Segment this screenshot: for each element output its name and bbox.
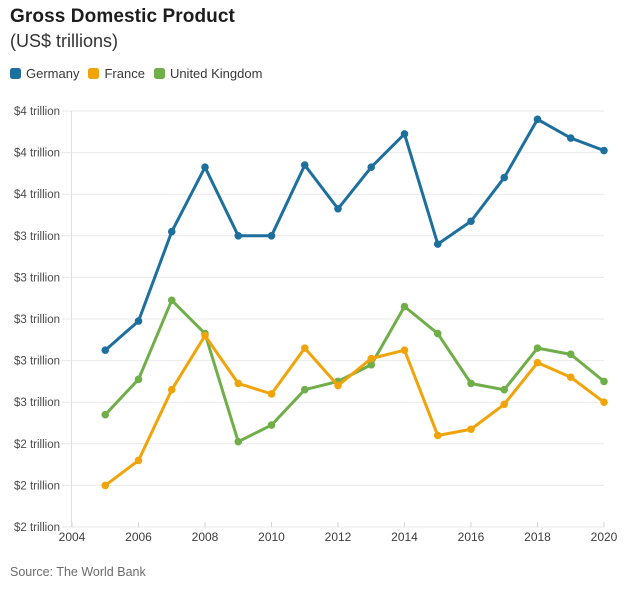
- data-point: [400, 130, 409, 138]
- data-point: [167, 296, 176, 305]
- data-point: [101, 481, 110, 490]
- data-point: [267, 421, 276, 429]
- data-point: [134, 456, 143, 465]
- x-axis-label: 2006: [125, 530, 152, 544]
- x-axis-label: 2010: [258, 530, 285, 544]
- france-swatch-icon: [88, 68, 100, 79]
- x-axis: 2004 2006 2008 2010 2012 2014 2016 2018 2020: [59, 522, 618, 544]
- data-point: [334, 204, 342, 213]
- page-title: Gross Domestic Product: [10, 6, 235, 27]
- y-axis-label: $3 trillion: [14, 231, 60, 243]
- y-axis-label: $3 trillion: [14, 356, 60, 368]
- y-axis-label: $3 trillion: [14, 314, 60, 326]
- data-point: [467, 217, 475, 226]
- data-point: [600, 398, 608, 407]
- data-point: [267, 390, 276, 398]
- data-point: [134, 317, 143, 325]
- legend-label-france: France: [104, 66, 145, 81]
- y-axis-label: $4 trillion: [14, 189, 60, 201]
- data-point: [467, 379, 475, 388]
- legend-label-germany: Germany: [26, 66, 80, 81]
- data-point: [433, 431, 442, 440]
- data-point: [134, 375, 143, 384]
- data-point: [367, 163, 376, 171]
- data-point: [566, 373, 575, 382]
- data-point: [234, 232, 243, 240]
- data-point: [566, 350, 575, 359]
- data-point: [367, 354, 376, 363]
- x-axis-label: 2020: [591, 530, 618, 544]
- data-point: [234, 379, 243, 388]
- data-point: [334, 381, 342, 390]
- data-point: [433, 329, 442, 338]
- source-note: Source: The World Bank: [10, 565, 146, 579]
- y-axis-label: $4 trillion: [14, 106, 60, 118]
- y-axis-label: $3 trillion: [14, 272, 60, 284]
- y-axis-label: $2 trillion: [14, 522, 60, 534]
- x-axis-label: 2008: [192, 530, 219, 544]
- data-point: [201, 163, 209, 171]
- x-axis-label: 2016: [458, 530, 485, 544]
- united-kingdom-swatch-icon: [153, 68, 165, 79]
- data-point: [600, 377, 608, 386]
- data-point: [400, 346, 409, 354]
- data-point: [400, 302, 409, 311]
- data-point: [300, 385, 309, 394]
- page-subtitle: (US$ trillions): [10, 31, 119, 51]
- data-point: [201, 331, 209, 340]
- series-germany: [101, 115, 608, 354]
- y-axis-label: $2 trillion: [14, 480, 60, 492]
- data-point: [367, 360, 376, 369]
- legend-item-france: France: [88, 66, 145, 81]
- chart-plot: $4 trillion $4 trillion $4 trillion $3 tril…: [14, 106, 618, 544]
- data-point: [533, 344, 542, 352]
- legend-label-united-kingdom: United Kingdom: [169, 66, 263, 81]
- data-point: [500, 385, 509, 394]
- x-axis-label: 2012: [325, 530, 352, 544]
- x-axis-label: 2018: [524, 530, 551, 544]
- y-axis-label: $4 trillion: [14, 148, 60, 160]
- data-point: [267, 232, 276, 240]
- data-point: [101, 346, 110, 354]
- legend: Germany France United Kingdom: [10, 66, 262, 81]
- data-point: [500, 400, 509, 409]
- data-point: [533, 358, 542, 367]
- data-point: [300, 344, 309, 352]
- data-point: [300, 161, 309, 169]
- data-point: [467, 425, 475, 434]
- series-france: [101, 331, 608, 490]
- data-point: [433, 240, 442, 248]
- germany-swatch-icon: [10, 68, 21, 79]
- y-axis-label: $2 trillion: [14, 439, 60, 451]
- data-point: [600, 146, 608, 155]
- legend-item-united-kingdom: United Kingdom: [153, 66, 263, 81]
- y-axis-label: $3 trillion: [14, 397, 60, 409]
- data-point: [167, 385, 176, 394]
- y-gridlines: $4 trillion $4 trillion $4 trillion $3 tril…: [14, 106, 604, 534]
- data-point: [234, 437, 243, 446]
- x-axis-label: 2004: [59, 530, 86, 544]
- x-axis-label: 2014: [391, 530, 418, 544]
- data-point: [566, 134, 575, 142]
- gdp-line-chart: $4 trillion $4 trillion $4 trillion $3 tril…: [0, 95, 636, 565]
- data-point: [533, 115, 542, 124]
- legend-item-germany: Germany: [10, 66, 79, 81]
- data-point: [500, 173, 509, 182]
- data-point: [101, 410, 110, 419]
- data-point: [167, 227, 176, 236]
